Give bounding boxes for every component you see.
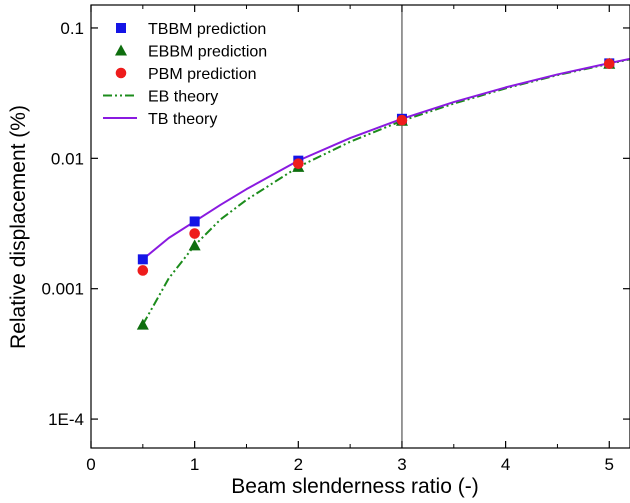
legend: TBBM prediction EBBM prediction PBM predic… (103, 21, 267, 128)
y-tick-label: 0.001 (41, 280, 84, 299)
data-point-s2-3 (396, 114, 408, 126)
y-axis-title: Relative displacement (%) (7, 105, 30, 349)
y-tick-label: 1E-4 (48, 410, 84, 429)
legend-label-1: EBBM prediction (148, 44, 267, 61)
data-point-s2-0 (137, 265, 149, 276)
legend-item-3: EB theory (103, 89, 218, 106)
legend-item-1: EBBM prediction (115, 44, 267, 61)
data-point-s2-4 (603, 58, 615, 69)
legend-marker-2 (115, 67, 127, 79)
legend-item-0: TBBM prediction (116, 21, 266, 38)
data-point-s2-1 (189, 228, 200, 239)
legend-marker-0 (116, 23, 126, 33)
legend-label-0: TBBM prediction (148, 21, 266, 38)
legend-item-2: PBM prediction (115, 66, 257, 83)
legend-item-4: TB theory (103, 111, 217, 128)
plot-area (136, 5, 630, 448)
x-tick-label: 5 (605, 455, 614, 474)
y-tick-label: 0.01 (51, 149, 84, 168)
x-tick-label: 0 (86, 455, 95, 474)
x-tick-label: 3 (397, 455, 406, 474)
x-tick-label: 4 (501, 455, 510, 474)
x-tick-label: 2 (294, 455, 303, 474)
plot-frame (90, 4, 630, 449)
legend-marker-1 (115, 44, 127, 56)
y-tick-label: 0.1 (60, 19, 84, 38)
axes: 0 1 2 3 4 5 1E-4 0.001 0.01 0.1 (41, 4, 630, 474)
data-point-s1-1 (188, 239, 201, 251)
x-axis-title: Beam slenderness ratio (-) (231, 475, 478, 498)
legend-label-3: EB theory (148, 89, 218, 106)
data-point-s0-0 (137, 254, 148, 265)
legend-label-4: TB theory (148, 111, 217, 128)
x-tick-label: 1 (190, 455, 199, 474)
legend-label-2: PBM prediction (148, 66, 257, 83)
data-point-s1-0 (136, 318, 149, 330)
data-point-s0-1 (189, 216, 200, 227)
data-point-s2-2 (293, 158, 304, 169)
